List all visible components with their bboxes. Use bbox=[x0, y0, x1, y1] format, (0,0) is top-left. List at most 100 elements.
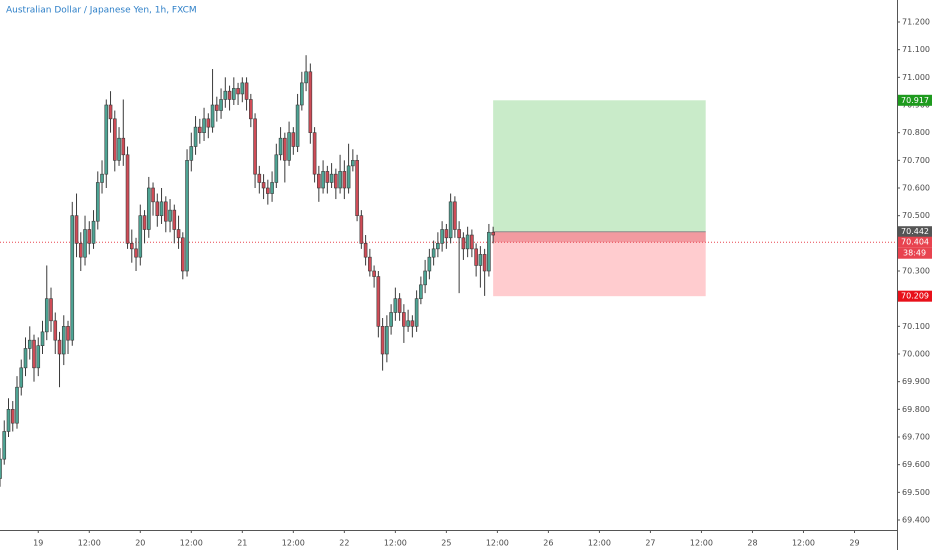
y-tick-label: 71.000 bbox=[902, 73, 930, 82]
candle-body bbox=[44, 298, 49, 333]
y-tick-label: 71.200 bbox=[902, 18, 930, 27]
candle-body bbox=[342, 171, 347, 189]
candle-body bbox=[198, 126, 202, 133]
candle-body bbox=[95, 182, 100, 222]
candle-body bbox=[53, 320, 58, 341]
candle-body bbox=[181, 237, 185, 272]
x-tick-label: 12:00 bbox=[384, 539, 407, 548]
candle-body bbox=[193, 126, 198, 147]
x-tick-label: 26 bbox=[543, 539, 553, 548]
candle-body bbox=[146, 187, 151, 230]
x-tick-label: 25 bbox=[441, 539, 451, 548]
candle-body bbox=[129, 243, 134, 250]
candle-body bbox=[87, 229, 92, 244]
x-tick-label: 12:00 bbox=[588, 539, 611, 548]
candle-body bbox=[104, 104, 109, 175]
candle-body bbox=[312, 132, 317, 175]
x-tick-label: 12:00 bbox=[282, 539, 305, 548]
candle-body bbox=[32, 339, 36, 369]
candle-body bbox=[142, 215, 147, 230]
candle-body bbox=[291, 132, 296, 147]
candle-body bbox=[83, 229, 87, 258]
x-tick-label: 19 bbox=[33, 539, 43, 548]
candle-body bbox=[385, 326, 389, 355]
candle-body bbox=[465, 234, 470, 250]
candle-body bbox=[287, 132, 291, 161]
x-tick-label: 20 bbox=[135, 539, 145, 548]
candle-body bbox=[402, 312, 406, 327]
candle-body bbox=[363, 243, 368, 258]
candle-body bbox=[108, 104, 113, 120]
candle-body bbox=[206, 118, 211, 128]
candle-body bbox=[6, 409, 11, 432]
y-tick-label: 71.100 bbox=[902, 45, 930, 54]
x-tick-label: 12:00 bbox=[78, 539, 101, 548]
x-tick-label: 28 bbox=[747, 539, 757, 548]
candle-body bbox=[414, 298, 419, 327]
candle-body bbox=[23, 348, 28, 369]
y-tick-label: 70.700 bbox=[902, 156, 930, 165]
candle-body bbox=[15, 386, 19, 424]
candle-body bbox=[210, 104, 215, 128]
y-tick-label: 70.000 bbox=[902, 350, 930, 359]
candle-body bbox=[321, 171, 325, 189]
candle-body bbox=[78, 243, 83, 258]
candle-body bbox=[478, 254, 483, 266]
entry-badge-bg bbox=[898, 226, 932, 238]
candle-body bbox=[172, 209, 177, 230]
candle-body bbox=[270, 182, 274, 194]
x-tick-label: 12:00 bbox=[486, 539, 509, 548]
candle-body bbox=[376, 276, 381, 327]
x-tick-label: 27 bbox=[645, 539, 655, 548]
candle-body bbox=[448, 201, 453, 239]
target-badge: 70.917 bbox=[901, 96, 929, 105]
candle-body bbox=[487, 231, 491, 272]
last-price-badge-bg bbox=[898, 236, 932, 248]
candle-body bbox=[163, 201, 168, 222]
candle-body bbox=[159, 201, 164, 216]
candle-body bbox=[359, 215, 364, 244]
entry-badge: 70.442 bbox=[901, 227, 929, 236]
candle-body bbox=[295, 104, 300, 147]
candle-body bbox=[355, 160, 359, 216]
target-badge-bg bbox=[898, 94, 932, 106]
candle-body bbox=[436, 243, 440, 250]
candle-body bbox=[410, 320, 415, 327]
candle-body bbox=[334, 173, 338, 189]
candle-body bbox=[155, 201, 160, 216]
candle-body bbox=[36, 345, 41, 369]
candle-body bbox=[74, 215, 79, 244]
candle-body bbox=[406, 320, 410, 327]
candle-body bbox=[325, 171, 330, 183]
candle-body bbox=[427, 256, 432, 272]
y-tick-label: 69.700 bbox=[902, 433, 930, 442]
x-tick-label: 29 bbox=[849, 539, 859, 548]
candle-body bbox=[329, 173, 334, 183]
candle-body bbox=[134, 248, 138, 258]
candle-body bbox=[393, 298, 398, 313]
candle-body bbox=[168, 209, 172, 222]
candle-body bbox=[482, 254, 487, 272]
candle-body bbox=[453, 201, 457, 230]
candle-body bbox=[457, 229, 461, 239]
y-tick-label: 69.500 bbox=[902, 488, 930, 497]
candle-body bbox=[202, 118, 206, 133]
open-loss-zone bbox=[493, 231, 706, 243]
candle-body bbox=[461, 237, 466, 250]
candle-body bbox=[10, 409, 15, 424]
candle-body bbox=[304, 71, 308, 84]
y-tick-label: 70.500 bbox=[902, 211, 930, 220]
y-tick-label: 70.600 bbox=[902, 184, 930, 193]
candle-body bbox=[389, 312, 393, 327]
candle-body bbox=[227, 90, 232, 100]
candle-body bbox=[423, 270, 427, 286]
candle-body bbox=[419, 284, 423, 299]
candle-body bbox=[380, 326, 385, 355]
candle-body bbox=[444, 229, 449, 239]
candle-body bbox=[27, 339, 32, 349]
y-tick-label: 70.300 bbox=[902, 267, 930, 276]
y-tick-label: 70.100 bbox=[902, 322, 930, 331]
candle-body bbox=[176, 229, 181, 239]
